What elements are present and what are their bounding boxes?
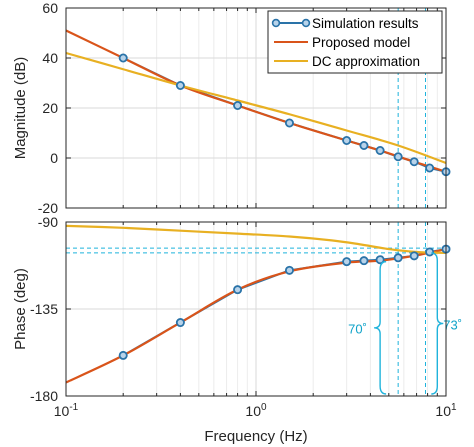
magnitude-y-tick-label: 60 (42, 0, 58, 16)
phase-data-point (284, 265, 294, 275)
phase-data-point (409, 251, 419, 261)
magnitude-y-tick-label: -20 (38, 200, 58, 216)
phase-margin-73-label: 73˚ (443, 317, 462, 332)
phase-y-tick-label: -180 (30, 388, 58, 404)
legend-entry-label: DC approximation (312, 54, 420, 69)
phase-data-point (393, 253, 403, 263)
phase-series-line-2 (65, 224, 447, 255)
magnitude-y-axis-label: Magnitude (dB) (12, 57, 29, 160)
magnitude-data-point (284, 118, 294, 128)
phase-data-point (359, 256, 369, 266)
magnitude-data-point (233, 101, 243, 111)
phase-data-point (233, 285, 243, 295)
x-tick-label: 101 (435, 402, 457, 419)
phase-axes (65, 221, 447, 397)
legend: Simulation results Proposed model DC appro… (267, 10, 443, 74)
magnitude-data-point (118, 53, 128, 63)
phase-data-point (425, 247, 435, 257)
x-tick-label: 100 (245, 402, 267, 419)
phase-data-point (375, 255, 385, 265)
phase-margin-70-label: 70˚ (348, 321, 367, 336)
phase-y-tick-label: -135 (30, 301, 58, 317)
legend-entry-label: Simulation results (312, 16, 419, 31)
phase-data-point (342, 257, 352, 267)
phase-margin-brace (431, 252, 444, 395)
magnitude-data-point (342, 135, 352, 145)
magnitude-data-point (425, 163, 435, 173)
magnitude-y-tick-label: 0 (50, 150, 58, 166)
legend-entry-label: Proposed model (312, 35, 410, 50)
magnitude-y-tick-label: 40 (42, 50, 58, 66)
magnitude-data-point (175, 81, 185, 91)
magnitude-y-tick-label: 20 (42, 100, 58, 116)
legend-swatch-marker (271, 18, 281, 28)
magnitude-series-line-2 (65, 51, 447, 165)
phase-data-point (175, 318, 185, 328)
phase-y-tick-label: -90 (38, 214, 58, 230)
magnitude-data-point (375, 145, 385, 155)
phase-y-axis-label: Phase (deg) (12, 268, 29, 350)
magnitude-data-point (393, 152, 403, 162)
magnitude-axes (65, 7, 447, 209)
phase-data-point (118, 350, 128, 360)
magnitude-data-point (359, 140, 369, 150)
legend-swatch-marker (301, 18, 311, 28)
x-tick-label: 10-1 (54, 402, 79, 419)
x-axis-label: Frequency (Hz) (204, 428, 307, 445)
magnitude-data-point (409, 157, 419, 167)
